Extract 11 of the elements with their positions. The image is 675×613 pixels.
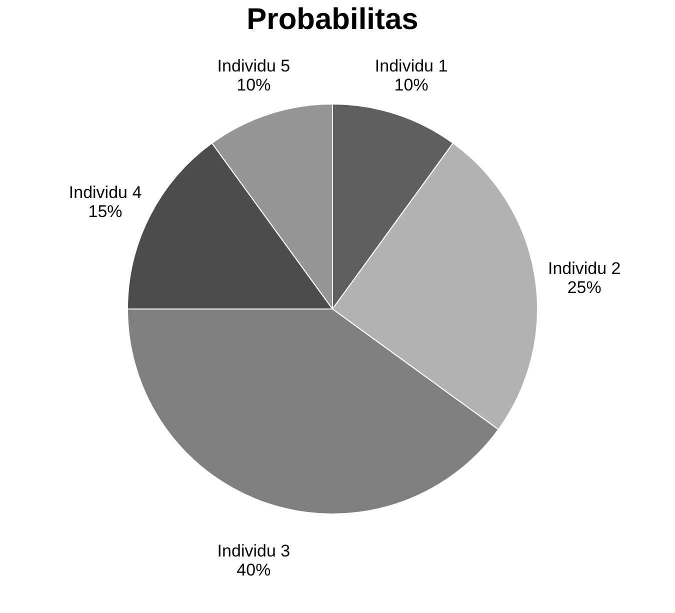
slice-label: Individu 1 xyxy=(374,56,448,76)
data-label: 10% xyxy=(394,75,428,94)
slice-label: Individu 3 xyxy=(217,542,290,561)
data-label: 40% xyxy=(236,560,271,580)
slice-label: Individu 5 xyxy=(217,56,290,76)
data-label: 10% xyxy=(236,75,271,94)
slice-label: Individu 4 xyxy=(68,183,142,202)
slice-label: Individu 2 xyxy=(548,259,621,278)
data-label: 25% xyxy=(567,278,602,298)
data-label: 15% xyxy=(88,202,122,222)
chart-title: Probabilitas xyxy=(246,3,418,36)
